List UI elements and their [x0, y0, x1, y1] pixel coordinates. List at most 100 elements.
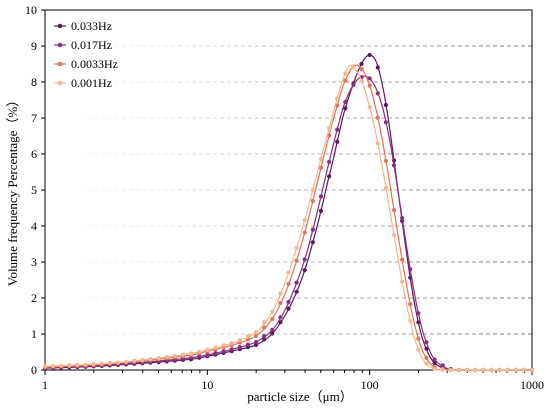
data-point	[205, 347, 210, 352]
data-point	[205, 352, 210, 357]
data-point	[270, 316, 275, 322]
data-point	[156, 355, 161, 361]
legend-label: 0.001Hz	[71, 76, 112, 90]
y-tick-label: 9	[31, 39, 37, 53]
legend-swatch-marker	[57, 80, 63, 86]
data-point	[140, 357, 145, 362]
data-point	[359, 78, 364, 83]
data-point	[391, 163, 397, 168]
data-point	[310, 198, 315, 204]
data-point	[99, 361, 104, 366]
y-tick-label: 6	[31, 147, 37, 161]
data-point	[278, 291, 283, 296]
data-point	[432, 360, 437, 366]
data-point	[367, 83, 372, 88]
data-point	[253, 333, 259, 338]
y-axis-title: Volume frequency Percentage（%）	[5, 94, 20, 287]
data-point	[213, 350, 218, 356]
data-point	[197, 349, 202, 354]
data-point	[294, 289, 299, 294]
data-point	[432, 357, 437, 362]
data-point	[408, 318, 413, 324]
data-point	[270, 327, 275, 332]
legend-swatch-marker	[57, 61, 63, 67]
data-point	[107, 360, 113, 366]
data-point	[286, 306, 291, 311]
data-point	[343, 78, 348, 83]
data-point	[432, 366, 437, 372]
data-point	[416, 336, 421, 341]
data-point	[237, 337, 242, 343]
data-point	[148, 356, 153, 362]
y-tick-label: 8	[31, 75, 37, 89]
data-point	[448, 367, 453, 373]
data-point	[440, 363, 445, 368]
data-point	[416, 311, 421, 316]
data-point	[326, 159, 332, 165]
data-point	[326, 126, 332, 131]
data-point	[464, 367, 470, 373]
data-point	[302, 230, 307, 235]
data-point	[335, 96, 340, 101]
data-point	[278, 315, 283, 320]
data-point	[359, 67, 364, 72]
data-point	[302, 257, 307, 262]
y-tick-label: 10	[25, 3, 37, 17]
data-point	[513, 367, 518, 373]
data-point	[383, 185, 388, 190]
data-point	[408, 302, 413, 307]
data-point	[286, 299, 291, 305]
data-point	[367, 52, 372, 58]
data-point	[408, 267, 413, 272]
data-point	[253, 330, 259, 335]
data-point	[326, 174, 332, 179]
data-point	[529, 367, 535, 373]
data-point	[302, 217, 307, 223]
data-point	[286, 281, 291, 287]
data-point	[59, 363, 64, 368]
data-point	[221, 343, 226, 348]
data-point	[262, 320, 267, 325]
data-point	[343, 106, 348, 111]
data-point	[83, 362, 88, 367]
x-axis-title: particle size（μm）	[247, 389, 353, 404]
data-point	[262, 333, 267, 339]
data-series	[42, 52, 535, 373]
data-point	[115, 360, 121, 365]
data-point	[335, 139, 340, 144]
data-point	[489, 367, 494, 373]
data-point	[375, 91, 380, 96]
data-point	[294, 245, 299, 250]
data-point	[229, 347, 234, 352]
data-point	[91, 362, 96, 367]
legend-item: 0.0033Hz	[54, 57, 118, 71]
data-point	[318, 156, 324, 161]
data-point	[367, 105, 372, 110]
grid-lines	[45, 9, 532, 335]
data-point	[318, 165, 324, 170]
y-tick-label: 5	[31, 183, 37, 197]
data-point	[221, 349, 226, 354]
data-point	[294, 258, 299, 263]
data-point	[456, 367, 462, 373]
data-point	[375, 141, 380, 146]
data-point	[318, 194, 324, 199]
legend-item: 0.001Hz	[54, 76, 112, 90]
data-point	[75, 362, 80, 368]
x-tick-label: 10	[201, 378, 213, 392]
data-point	[424, 355, 429, 360]
data-point	[51, 363, 56, 369]
x-tick-label: 1	[42, 378, 48, 392]
y-tick-label: 0	[31, 363, 37, 377]
data-point	[335, 103, 340, 108]
legend-label: 0.0033Hz	[71, 57, 118, 71]
x-tick-label: 100	[361, 378, 379, 392]
data-point	[424, 346, 429, 351]
data-point	[262, 325, 267, 330]
data-point	[253, 339, 259, 345]
legend: 0.033Hz 0.017Hz 0.0033Hz 0.001Hz	[54, 19, 118, 90]
data-point	[473, 367, 478, 373]
data-point	[440, 367, 445, 372]
data-point	[416, 320, 421, 325]
data-point	[67, 363, 72, 368]
